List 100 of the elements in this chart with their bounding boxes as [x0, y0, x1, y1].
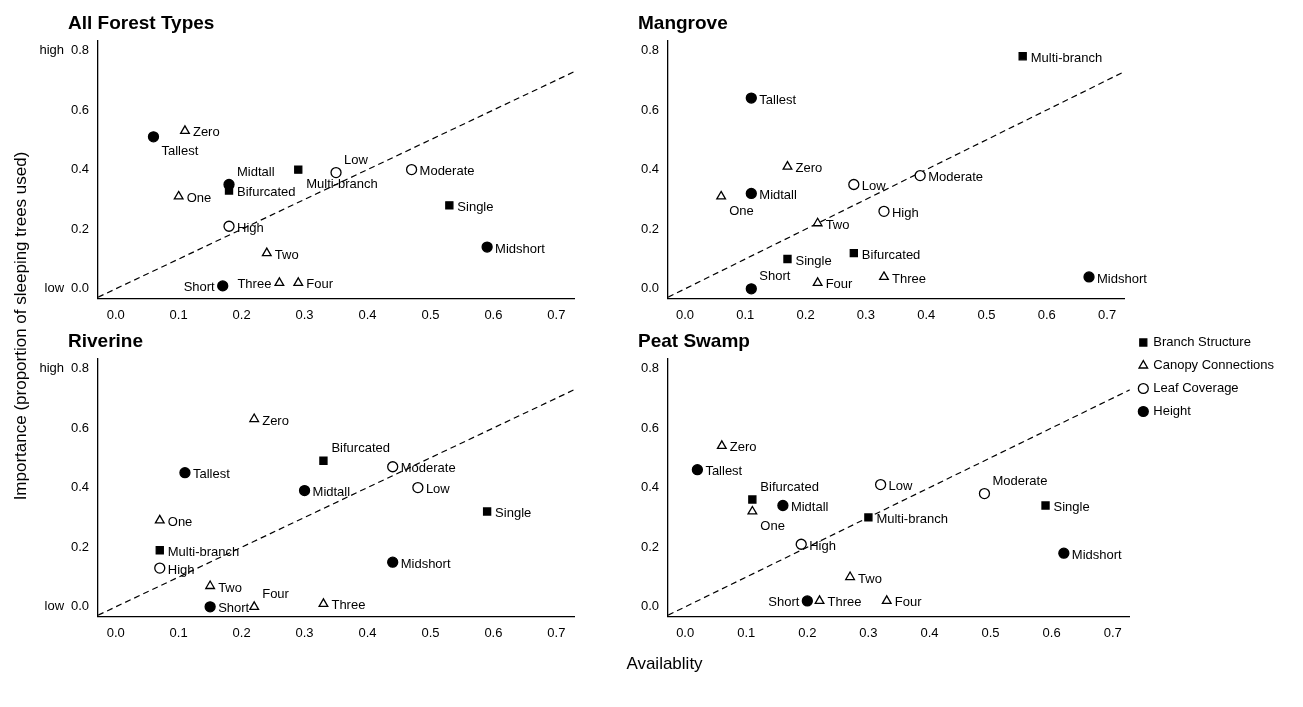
- point: [154, 514, 165, 524]
- x-tick-label: 0.1: [169, 306, 188, 322]
- point: [147, 131, 160, 143]
- data-label: Single: [495, 505, 532, 521]
- point: [864, 513, 873, 522]
- point: [205, 580, 216, 590]
- y-tick-label: 0.6: [640, 101, 660, 117]
- data-label: Multi-branch: [1030, 49, 1103, 65]
- chart-title: Riverine: [68, 329, 143, 351]
- data-label: Bifurcated: [861, 246, 921, 262]
- point: [249, 601, 260, 611]
- chart-title: All Forest Types: [68, 11, 215, 33]
- point: [745, 187, 757, 200]
- point: [274, 277, 285, 287]
- data-label: Bifurcated: [331, 440, 390, 456]
- point: [179, 467, 191, 479]
- point: [812, 217, 823, 227]
- chart-title: Peat Swamp: [638, 329, 750, 351]
- point: [1018, 52, 1027, 61]
- point: [1041, 501, 1050, 510]
- data-label: Bifurcated: [760, 479, 819, 495]
- data-label: Moderate: [400, 460, 456, 476]
- data-label: Short: [183, 279, 216, 295]
- point: [845, 571, 856, 581]
- point: [812, 277, 823, 287]
- y-tick-label: 0.0: [70, 280, 90, 296]
- y-tick-label: 0.4: [70, 161, 90, 177]
- x-tick-label: 0.7: [1103, 624, 1122, 640]
- text: high: [39, 359, 65, 375]
- legend-label: Canopy Connections: [1153, 357, 1275, 373]
- data-label: Three: [237, 276, 272, 292]
- data-label: Midshort: [1071, 546, 1123, 562]
- point: [848, 178, 860, 191]
- text: high: [39, 41, 65, 57]
- point: [155, 546, 164, 555]
- legend-label: Height: [1153, 403, 1192, 419]
- data-label: One: [760, 518, 785, 534]
- x-tick-label: 0.0: [676, 624, 695, 640]
- point: [878, 205, 890, 217]
- data-label: Multi-branch: [306, 176, 378, 192]
- data-label: Three: [891, 270, 926, 286]
- point: [747, 505, 758, 515]
- y-tick-label: 0.8: [70, 359, 90, 375]
- point: [387, 461, 399, 473]
- point: [716, 190, 727, 200]
- point: [387, 556, 399, 568]
- y-tick-label: 0.8: [70, 41, 90, 57]
- point: [482, 507, 492, 516]
- point: [777, 499, 789, 512]
- data-label: Low: [425, 481, 451, 497]
- data-label: Zero: [192, 124, 220, 140]
- point: [716, 440, 727, 450]
- x-tick-label: 0.0: [675, 306, 694, 322]
- x-tick-label: 0.6: [484, 306, 503, 322]
- data-label: One: [186, 190, 212, 206]
- x-tick-label: 0.0: [106, 624, 125, 640]
- x-tick-label: 0.0: [106, 306, 125, 322]
- data-label: Low: [888, 478, 914, 494]
- data-label: Short: [768, 594, 800, 610]
- chart-title: Mangrove: [638, 11, 728, 33]
- x-tick-label: 0.3: [856, 306, 875, 322]
- data-label: Two: [825, 216, 850, 232]
- point: [179, 125, 190, 134]
- data-label: Single: [795, 252, 832, 268]
- point: [223, 220, 235, 232]
- x-tick-label: 0.7: [1098, 306, 1117, 322]
- point: [782, 160, 793, 170]
- data-label: Midtall: [237, 164, 275, 180]
- data-label: Tallest: [759, 91, 797, 107]
- x-tick-label: 0.1: [736, 306, 755, 322]
- data-label: Multi-branch: [167, 543, 240, 559]
- y-tick-label: 0.0: [70, 598, 90, 614]
- x-tick-label: 0.4: [920, 624, 939, 640]
- x-tick-label: 0.6: [1042, 624, 1061, 640]
- point: [319, 456, 328, 465]
- data-label: Three: [827, 594, 862, 610]
- point: [405, 163, 418, 176]
- data-label: Four: [262, 586, 290, 602]
- data-label: Short: [218, 600, 250, 616]
- data-label: Zero: [262, 412, 289, 428]
- x-tick-label: 0.5: [977, 306, 996, 322]
- point: [318, 598, 329, 608]
- point: [849, 248, 859, 258]
- point: [801, 595, 813, 607]
- data-label: Tallest: [161, 143, 199, 159]
- x-tick-label: 0.3: [295, 624, 314, 640]
- point: [261, 247, 272, 257]
- point: [914, 169, 926, 182]
- y-tick-label: 0.0: [640, 598, 660, 614]
- y-tick-label: 0.4: [640, 161, 660, 177]
- point: [795, 538, 807, 550]
- data-label: Short: [759, 268, 791, 284]
- x-tick-label: 0.4: [917, 306, 936, 322]
- x-tick-label: 0.4: [358, 306, 377, 322]
- data-label: High: [237, 219, 264, 235]
- x-tick-label: 0.3: [859, 624, 878, 640]
- data-label: Midshort: [400, 555, 451, 571]
- point: [217, 280, 229, 292]
- point: [878, 271, 889, 281]
- point: [298, 484, 311, 497]
